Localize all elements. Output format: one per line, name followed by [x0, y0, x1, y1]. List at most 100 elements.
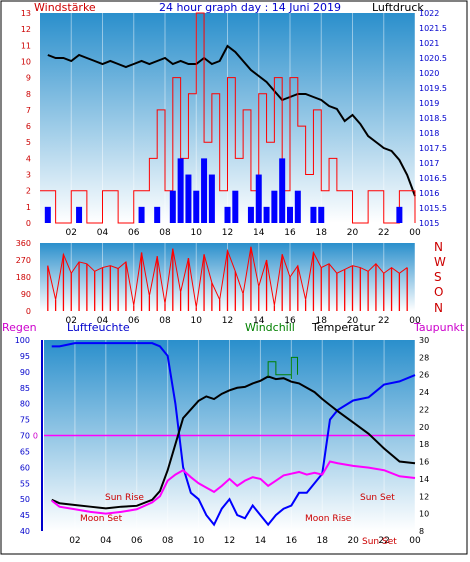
- temperature-axis-y-tick-label: 20: [419, 423, 429, 432]
- humidity-axis-y-tick-label: 70: [20, 432, 30, 441]
- humidity-axis-y-tick-label: 60: [20, 463, 30, 472]
- humidity-axis-y-tick-label: 50: [20, 495, 30, 504]
- label-taupunkt: Taupunkt: [413, 321, 465, 334]
- wind-axis-y-tick-label: 8: [26, 90, 31, 99]
- wind-axis-y-tick-label: 7: [26, 106, 31, 115]
- temperature-line: [51, 375, 416, 510]
- wind-gust-bar: [201, 158, 208, 223]
- wind-gust-bar: [310, 206, 317, 223]
- pressure-axis-y-tick-label: 1019: [419, 99, 439, 108]
- wind-gust-bar: [279, 158, 286, 223]
- humidity-chart-x-tick-label: 00: [409, 536, 421, 546]
- pressure-axis-y-tick-label: 1019.5: [419, 84, 447, 93]
- direction-letter-s: S: [434, 270, 442, 284]
- wind-chart-x-tick-label: 22: [378, 228, 389, 238]
- wind-gust-bar: [185, 174, 192, 223]
- direction-axis-y-tick-label: 90: [21, 290, 31, 299]
- direction-letter-w: W: [434, 255, 446, 269]
- windchill-line: [267, 356, 299, 380]
- humidity-chart-x-tick-label: 04: [100, 536, 112, 546]
- wind-gust-bar: [76, 206, 83, 223]
- direction-axis-y-tick-label: 180: [16, 273, 31, 282]
- wind-gust-bar: [396, 206, 403, 223]
- wind-gust-bar: [271, 190, 278, 223]
- label-temperatur: Temperatur: [311, 321, 376, 334]
- direction-chart-x-tick-label: 12: [222, 316, 233, 326]
- label-windchill: Windchill: [245, 321, 295, 334]
- humidity-chart-x-tick-label: 14: [255, 536, 267, 546]
- temperature-axis-y-tick-label: 12: [419, 492, 429, 501]
- annotation-sun-rise: Sun Rise: [105, 493, 144, 503]
- wind-axis-y-tick-label: 1: [26, 203, 31, 212]
- pressure-axis-y-tick-label: 1017.5: [419, 144, 447, 153]
- direction-chart-x-tick-label: 02: [66, 316, 77, 326]
- humidity-axis-y-tick-label: 55: [20, 479, 30, 488]
- pressure-axis-y-tick-label: 1018.5: [419, 114, 447, 123]
- direction-chart-x-tick-label: 06: [128, 316, 140, 326]
- pressure-axis-y-tick-label: 1021: [419, 39, 439, 48]
- wind-gust-bar: [287, 206, 293, 223]
- humidity-chart-x-tick-label: 10: [193, 536, 205, 546]
- wind-gust-bar: [44, 206, 51, 223]
- temperature-axis-y-tick-label: 24: [419, 388, 429, 397]
- wind-chart-x-tick-label: 02: [66, 228, 77, 238]
- wind-gust-bar: [247, 206, 254, 223]
- humidity-axis-y-tick-label: 75: [20, 416, 30, 425]
- temperature-axis-y-tick-label: 16: [419, 458, 429, 467]
- direction-chart-x-tick-label: 20: [347, 316, 359, 326]
- temperature-axis-y-tick-label: 10: [419, 510, 429, 519]
- direction-letter-n-top: N: [434, 240, 443, 254]
- humidity-axis-y-tick-label: 85: [20, 384, 30, 393]
- pressure-axis-y-tick-label: 1015.5: [419, 204, 447, 213]
- wind-chart-x-tick-label: 08: [159, 228, 171, 238]
- temperature-axis-y-tick-label: 26: [419, 371, 429, 380]
- humidity-axis-y-tick-label: 45: [20, 511, 30, 520]
- wind-gust-bar: [318, 206, 325, 223]
- pressure-axis-y-tick-label: 1016.5: [419, 174, 447, 183]
- temperature-axis-y-tick-label: 28: [419, 353, 429, 362]
- wind-chart-x-tick-label: 10: [191, 228, 203, 238]
- humidity-chart-x-tick-label: 16: [286, 536, 298, 546]
- temperature-axis-y-tick-label: 8: [419, 527, 424, 536]
- direction-letter-o: O: [434, 285, 443, 299]
- wind-axis-y-tick-label: 6: [26, 122, 31, 131]
- rain-axis-tick-label: 0: [33, 432, 38, 441]
- wind-axis-y-tick-label: 3: [26, 171, 31, 180]
- humidity-axis-y-tick-label: 100: [15, 336, 30, 345]
- wind-axis-y-tick-label: 5: [26, 138, 31, 147]
- humidity-axis-y-tick-label: 65: [20, 447, 30, 456]
- left-axis-title: Windstärke: [34, 1, 96, 14]
- wind-axis-y-tick-label: 9: [26, 74, 31, 83]
- wind-gust-bar: [154, 206, 161, 223]
- direction-letter-n-bottom: N: [434, 301, 443, 315]
- wind-gust-bar: [193, 190, 200, 223]
- wind-chart-x-tick-label: 12: [222, 228, 233, 238]
- annotation-sun-set-axis: Sun Set: [362, 537, 397, 547]
- temperature-axis-y-tick-label: 14: [419, 475, 429, 484]
- pressure-line: [47, 44, 416, 197]
- wind-axis-y-tick-label: 11: [21, 41, 31, 50]
- direction-chart-x-tick-label: 00: [409, 316, 421, 326]
- wind-gust-bar: [224, 206, 231, 223]
- pressure-axis-y-tick-label: 1017: [419, 159, 439, 168]
- wind-gust-bar: [138, 206, 145, 223]
- wind-gust-bar: [232, 190, 239, 223]
- humidity-chart-x-tick-label: 18: [317, 536, 329, 546]
- wind-speed-line: [40, 12, 416, 224]
- wind-chart-x-tick-label: 14: [253, 228, 265, 238]
- label-luftfeuchte: Luftfeuchte: [67, 321, 130, 334]
- pressure-axis-y-tick-label: 1018: [419, 129, 439, 138]
- chart-title: 24 hour graph day : 14 Juni 2019: [159, 1, 341, 14]
- wind-axis-y-tick-label: 2: [26, 187, 31, 196]
- annotation-moon-set: Moon Set: [80, 514, 123, 524]
- humidity-chart-x-tick-label: 02: [69, 536, 80, 546]
- humidity-chart-x-tick-label: 20: [347, 536, 359, 546]
- temperature-axis-y-tick-label: 30: [419, 336, 429, 345]
- wind-chart-x-tick-label: 20: [347, 228, 359, 238]
- right-axis-title: Luftdruck: [372, 1, 424, 14]
- pressure-axis-y-tick-label: 1022: [419, 9, 439, 18]
- wind-chart-x-tick-label: 18: [316, 228, 328, 238]
